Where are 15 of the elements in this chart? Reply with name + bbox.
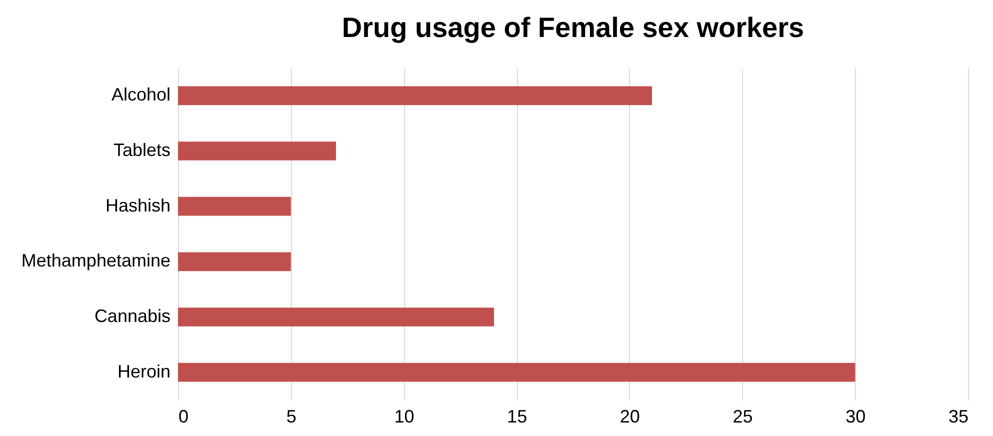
y-tick-label: Alcohol [111,84,170,105]
x-tick-label: 0 [178,406,189,426]
x-tick-label: 5 [286,406,296,426]
y-tick-label: Methamphetamine [21,250,170,271]
x-tick-label: 10 [394,406,414,426]
x-tick-label: 25 [732,406,753,426]
y-tick-label: Cannabis [94,306,170,326]
x-tick-label: 35 [948,406,968,426]
x-tick-label: 15 [507,406,528,426]
y-tick-label: Heroin [117,361,170,382]
x-tick-label: 20 [620,406,640,426]
y-tick-label: Hashish [105,195,170,216]
y-tick-label: Tablets [113,140,170,160]
chart-title: Drug usage of Female sex workers [342,12,804,43]
x-tick-label: 30 [846,406,866,426]
